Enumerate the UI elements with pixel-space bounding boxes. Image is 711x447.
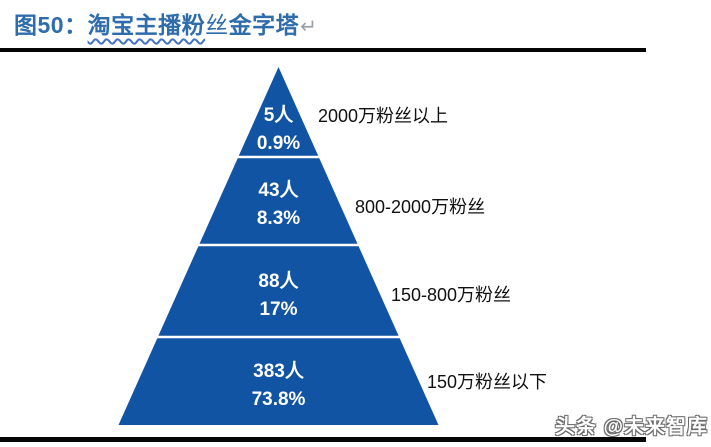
title-light-char: 丝 — [205, 12, 229, 38]
figure-title: 图50：淘宝主播粉丝金字塔↵ — [14, 6, 317, 40]
tier-2-count-label: 43人 — [258, 179, 299, 201]
tier-2-range-label: 800-2000万粉丝 — [355, 197, 486, 217]
tier-1-range-label: 2000万粉丝以上 — [318, 106, 449, 126]
figure-number: 图50： — [14, 12, 88, 38]
tier-2-percent-label: 8.3% — [257, 208, 300, 229]
title-suffix: 金字塔 — [228, 12, 300, 38]
tier-3-count-label: 88人 — [258, 270, 299, 292]
tier-4-count-label: 383人 — [253, 360, 305, 382]
title-divider-rule — [0, 48, 646, 52]
pyramid-tier-2-shape — [199, 158, 358, 244]
tier-3-percent-label: 17% — [259, 299, 297, 320]
watermark-text: 头条 @未来智库 — [554, 416, 708, 438]
pyramid-tier-3-shape — [158, 246, 399, 336]
tier-4-range-label: 150万粉丝以下 — [427, 372, 548, 392]
tier-1-count-label: 5人 — [264, 104, 295, 126]
tier-3-range-label: 150-800万粉丝 — [391, 285, 512, 305]
paragraph-return-mark: ↵ — [300, 16, 318, 38]
title-squiggle-text: 淘宝主播粉 — [87, 12, 206, 38]
pyramid-tier-1-shape — [238, 67, 319, 156]
tier-1-percent-label: 0.9% — [257, 133, 300, 154]
tier-4-percent-label: 73.8% — [252, 389, 306, 410]
bottom-divider-rule — [0, 437, 646, 442]
pyramid-tier-4-shape — [118, 338, 439, 425]
